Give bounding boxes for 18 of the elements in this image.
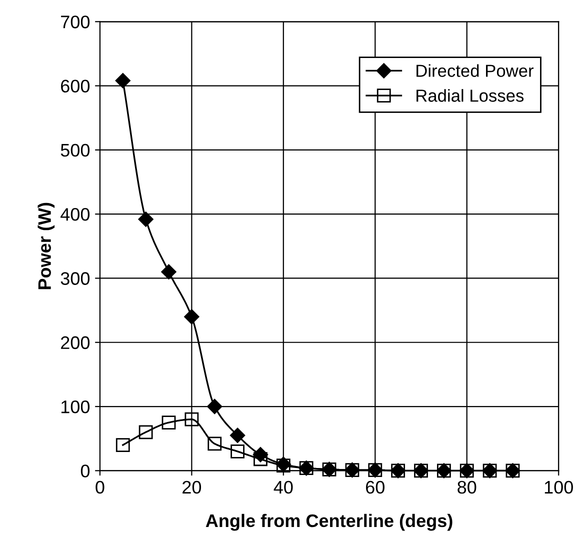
x-tick-label: 60 <box>366 480 384 494</box>
x-tick-label: 20 <box>182 480 202 494</box>
y-tick-label: 400 <box>60 208 90 221</box>
x-tick-label: 100 <box>544 480 573 494</box>
x-tick-label: 0 <box>96 480 104 494</box>
x-tick-label: 80 <box>458 480 476 494</box>
y-tick-label: 0 <box>80 464 90 478</box>
legend-label: Radial Losses <box>416 89 524 102</box>
y-tick-label: 500 <box>60 144 90 157</box>
legend-label: Directed Power <box>416 64 534 77</box>
y-tick-label: 700 <box>61 16 90 28</box>
y-tick-label: 100 <box>61 400 90 414</box>
y-axis-title: Power (W) <box>38 202 55 290</box>
y-tick-label: 300 <box>60 272 90 285</box>
x-axis-title: Angle from Centerline (degs) <box>206 514 452 531</box>
y-tick-label: 200 <box>61 336 90 350</box>
x-tick-label: 40 <box>274 480 293 494</box>
y-tick-label: 600 <box>61 80 90 93</box>
